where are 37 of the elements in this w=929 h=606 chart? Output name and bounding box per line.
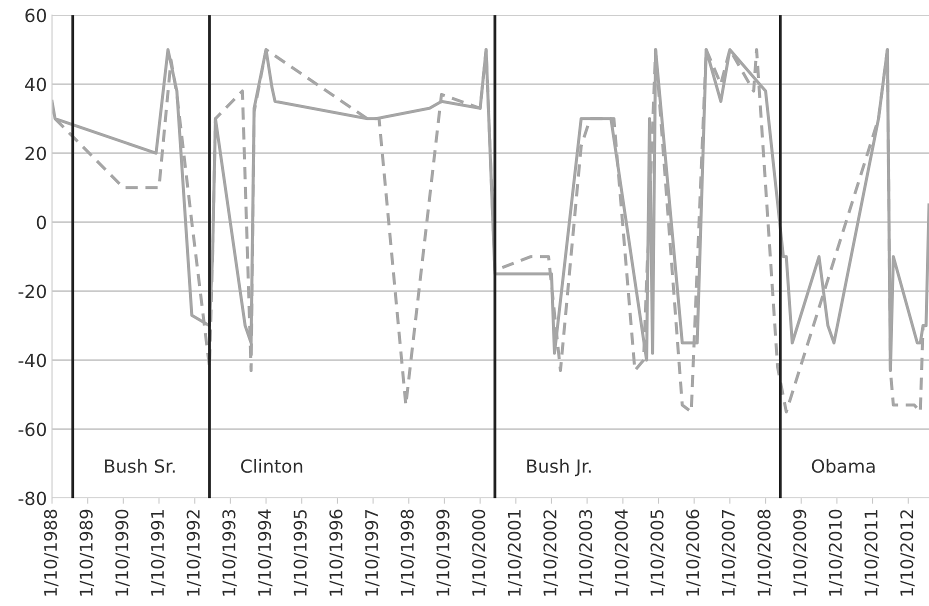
x-tick-label: 1/10/2007 [722, 510, 736, 596]
x-tick-label: 1/10/2012 [900, 510, 915, 596]
y-tick-label: 60 [25, 8, 46, 22]
x-tick-label: 1/10/1999 [436, 510, 451, 596]
x-tick-label: 1/10/2004 [614, 510, 630, 596]
x-tick-label: 1/10/2001 [508, 510, 522, 596]
x-tick-label: 1/10/2002 [543, 510, 558, 596]
ref-line-label: Obama [812, 458, 875, 473]
ref-line-label: Clinton [241, 458, 302, 473]
x-tick-label: 1/10/1997 [365, 510, 380, 596]
x-tick-label: 1/10/1990 [115, 510, 130, 596]
x-tick-label: 1/10/2009 [793, 510, 808, 596]
x-tick-label: 1/10/2011 [864, 510, 879, 596]
x-tick-label: 1/10/2000 [472, 510, 487, 596]
y-tick-label: 40 [25, 78, 46, 92]
x-tick-label: 1/10/1996 [329, 510, 344, 596]
x-tick-label: 1/10/2008 [757, 510, 772, 596]
y-tick-label: 0 [36, 216, 46, 230]
x-tick-label: 1/10/1988 [44, 510, 58, 596]
x-tick-label: 1/10/2005 [650, 510, 665, 596]
x-tick-label: 1/10/1998 [400, 510, 416, 596]
ref-line-label: Bush Jr. [527, 458, 591, 476]
x-tick-label: 1/10/1989 [80, 510, 94, 596]
x-tick-label: 1/10/1991 [150, 510, 166, 596]
x-tick-label: 1/10/2010 [828, 510, 844, 596]
y-tick-label: -80 [18, 492, 46, 506]
x-tick-label: 1/10/1994 [258, 510, 272, 596]
ref-line-label: Bush Sr. [105, 458, 175, 473]
x-tick-label: 1/10/1995 [294, 510, 308, 596]
y-tick-label: 20 [26, 146, 46, 160]
x-tick-label: 1/10/1993 [222, 510, 237, 596]
x-tick-label: 1/10/2003 [579, 510, 594, 596]
y-tick-label: -20 [18, 284, 46, 298]
y-tick-label: -60 [18, 422, 46, 436]
y-tick-label: -40 [18, 354, 46, 368]
x-tick-label: 1/10/1992 [186, 510, 202, 596]
x-tick-label: 1/10/2006 [686, 510, 701, 596]
